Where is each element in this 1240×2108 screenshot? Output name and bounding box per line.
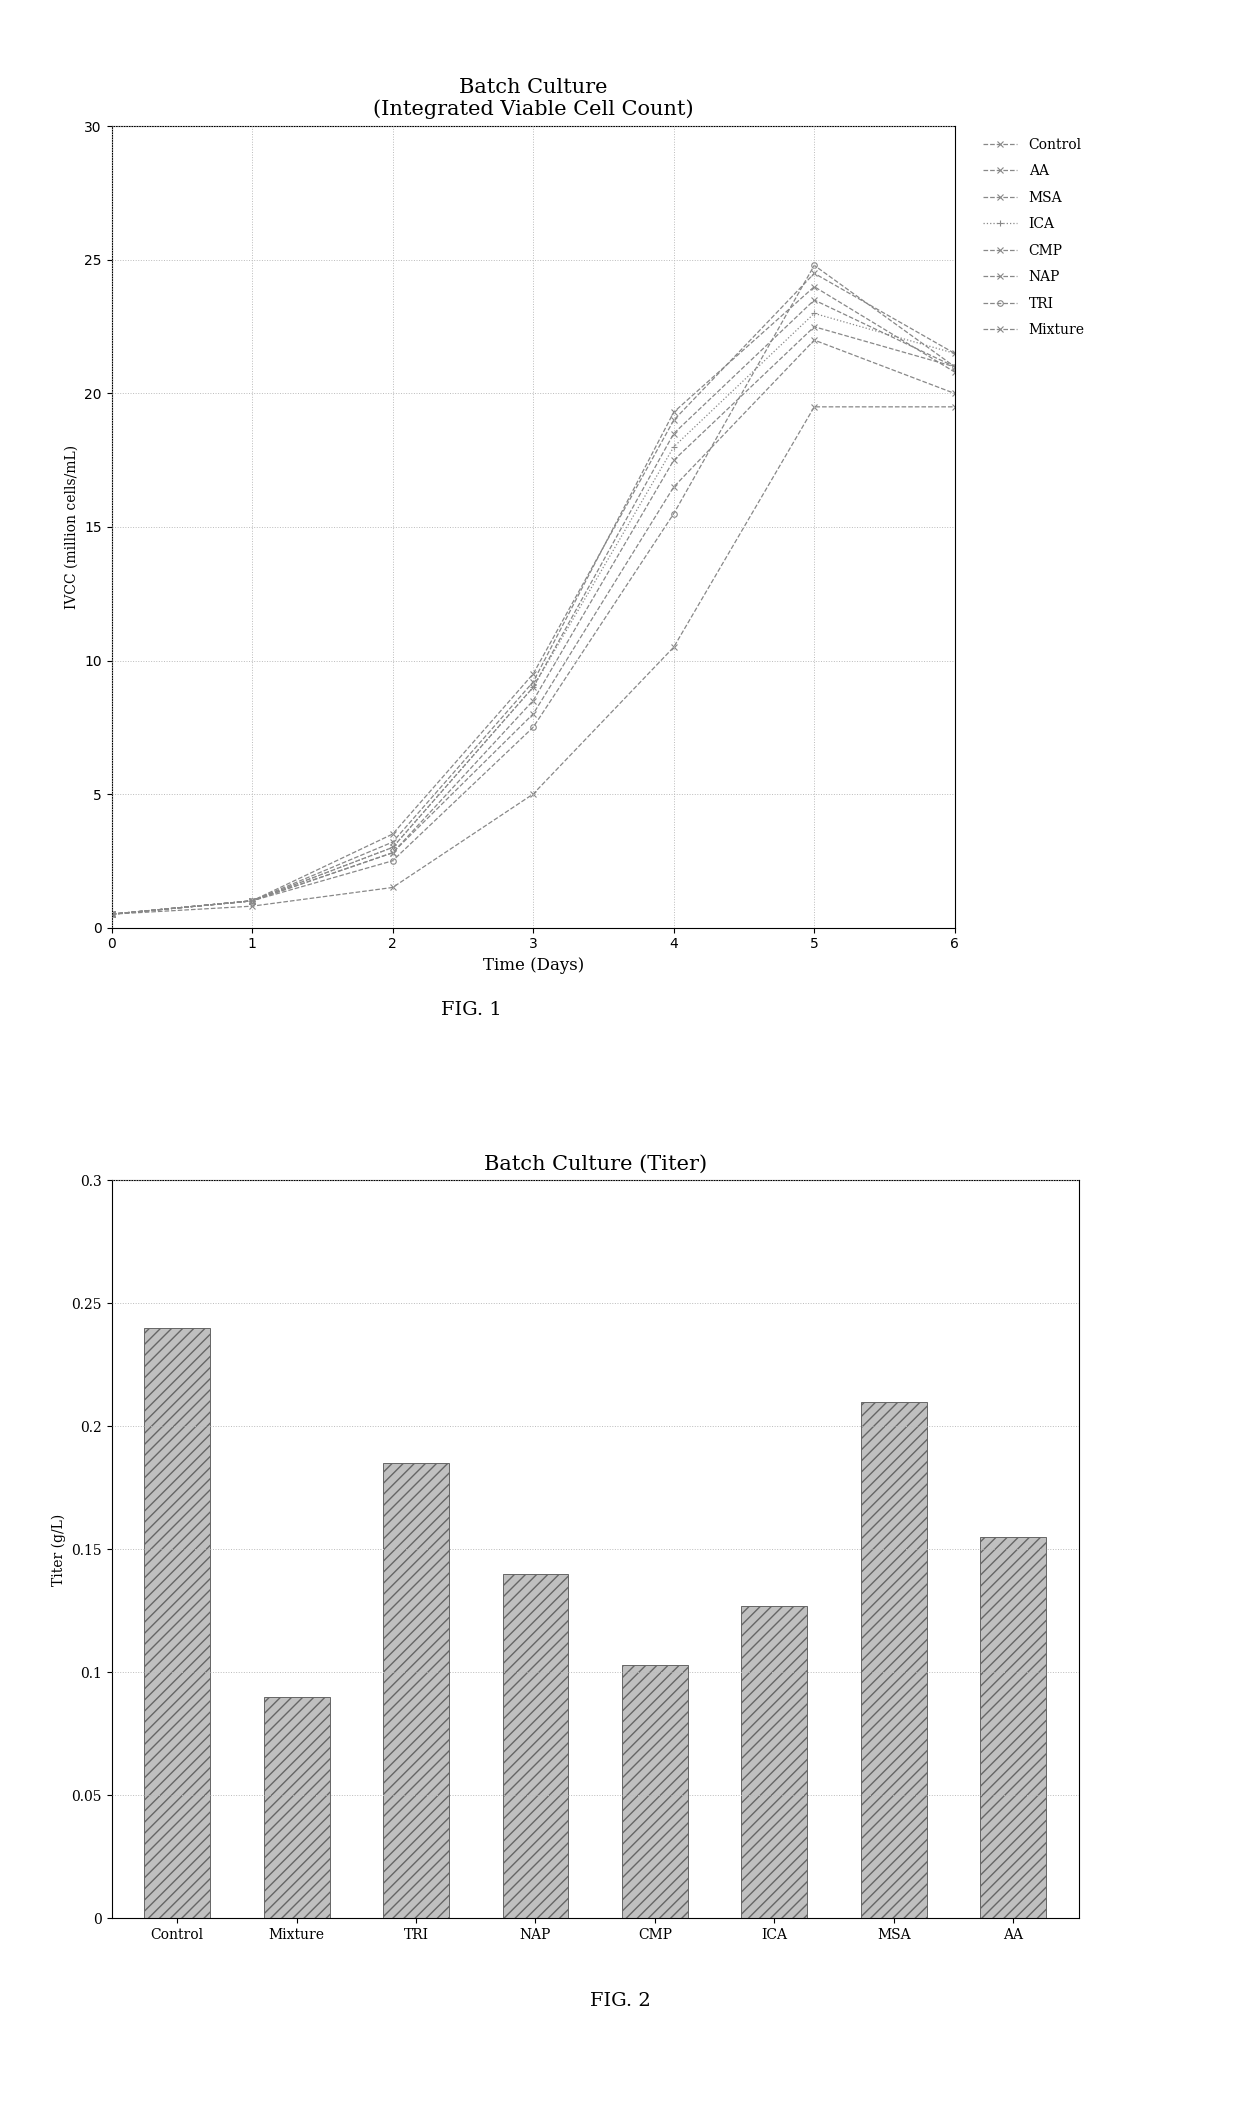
ICA xyxy=(104,902,119,928)
Line: Mixture: Mixture xyxy=(109,405,957,917)
AA xyxy=(386,828,401,854)
Mixture xyxy=(386,875,401,900)
NAP xyxy=(386,841,401,866)
AA xyxy=(526,668,541,694)
ICA xyxy=(526,675,541,700)
MSA xyxy=(666,422,681,447)
Text: FIG. 1: FIG. 1 xyxy=(441,1001,501,1020)
NAP xyxy=(807,327,822,352)
TRI xyxy=(947,354,962,379)
Line: NAP: NAP xyxy=(109,337,957,917)
NAP xyxy=(666,474,681,500)
Y-axis label: IVCC (million cells/mL): IVCC (million cells/mL) xyxy=(64,445,78,609)
AA xyxy=(244,887,259,913)
AA xyxy=(947,360,962,386)
AA xyxy=(666,401,681,426)
AA xyxy=(807,274,822,299)
MSA xyxy=(526,675,541,700)
MSA xyxy=(807,287,822,312)
Control xyxy=(526,662,541,687)
TRI xyxy=(386,847,401,873)
Text: FIG. 2: FIG. 2 xyxy=(590,1992,650,2011)
ICA xyxy=(386,835,401,860)
Bar xyxy=(861,1402,926,1918)
NAP xyxy=(244,887,259,913)
X-axis label: Time (Days): Time (Days) xyxy=(482,957,584,974)
Line: CMP: CMP xyxy=(109,325,957,917)
Line: MSA: MSA xyxy=(109,297,957,917)
MSA xyxy=(947,354,962,379)
Title: Batch Culture
(Integrated Viable Cell Count): Batch Culture (Integrated Viable Cell Co… xyxy=(373,78,693,120)
CMP xyxy=(244,887,259,913)
Line: ICA: ICA xyxy=(109,310,957,917)
Legend: Control, AA, MSA, ICA, CMP, NAP, TRI, Mixture: Control, AA, MSA, ICA, CMP, NAP, TRI, Mi… xyxy=(978,133,1089,341)
TRI xyxy=(526,715,541,740)
NAP xyxy=(104,902,119,928)
Bar xyxy=(144,1328,210,1918)
Title: Batch Culture (Titer): Batch Culture (Titer) xyxy=(484,1155,707,1174)
NAP xyxy=(526,702,541,727)
ICA xyxy=(807,301,822,327)
Bar xyxy=(502,1575,568,1918)
TRI xyxy=(666,502,681,527)
Mixture xyxy=(526,782,541,807)
Control xyxy=(666,407,681,432)
MSA xyxy=(104,902,119,928)
Mixture xyxy=(947,394,962,419)
TRI xyxy=(244,887,259,913)
MSA xyxy=(244,887,259,913)
Control xyxy=(104,902,119,928)
MSA xyxy=(386,835,401,860)
Control xyxy=(386,822,401,847)
Control xyxy=(807,261,822,287)
TRI xyxy=(807,253,822,278)
Mixture xyxy=(244,894,259,919)
Line: TRI: TRI xyxy=(109,264,957,917)
Control xyxy=(947,341,962,367)
Bar xyxy=(622,1665,688,1918)
Bar xyxy=(383,1463,449,1918)
Mixture xyxy=(666,635,681,660)
Bar xyxy=(742,1606,807,1918)
ICA xyxy=(244,887,259,913)
Bar xyxy=(264,1697,330,1918)
CMP xyxy=(104,902,119,928)
CMP xyxy=(526,687,541,713)
ICA xyxy=(666,434,681,460)
AA xyxy=(104,902,119,928)
Line: Control: Control xyxy=(109,270,957,917)
Bar xyxy=(981,1537,1047,1918)
Line: AA: AA xyxy=(109,285,957,917)
TRI xyxy=(104,902,119,928)
CMP xyxy=(666,447,681,472)
Mixture xyxy=(104,902,119,928)
Y-axis label: Titer (g/L): Titer (g/L) xyxy=(51,1514,66,1585)
CMP xyxy=(807,314,822,339)
Mixture xyxy=(807,394,822,419)
NAP xyxy=(947,382,962,407)
Control xyxy=(244,887,259,913)
CMP xyxy=(947,354,962,379)
ICA xyxy=(947,341,962,367)
CMP xyxy=(386,841,401,866)
